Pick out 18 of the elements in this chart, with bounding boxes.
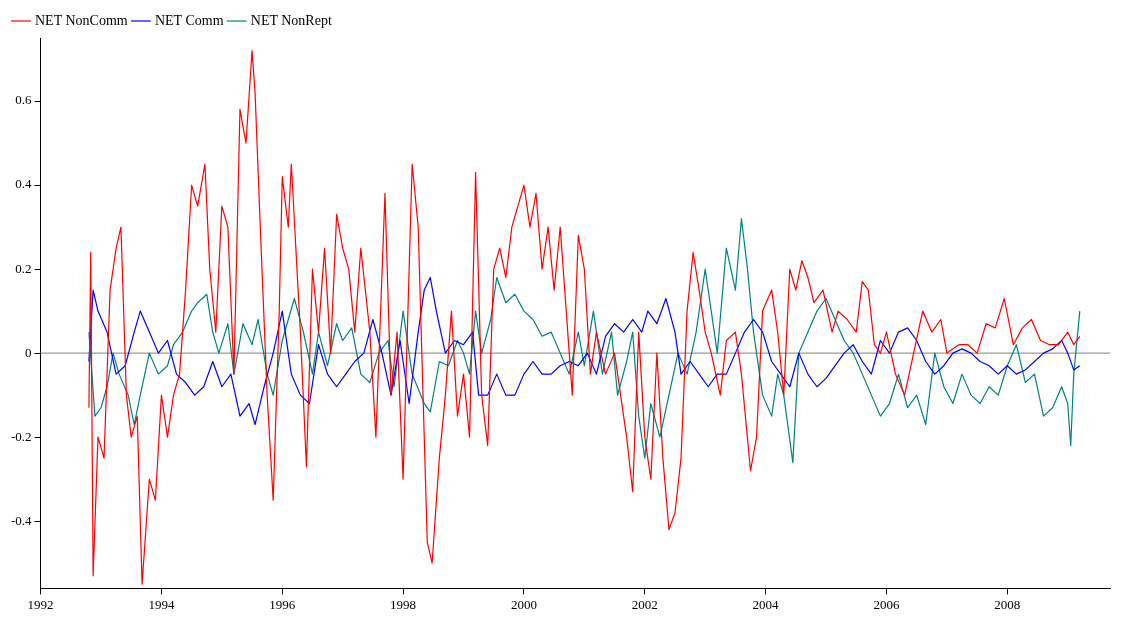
x-tick-label: 1996 [269,596,296,612]
y-tick-label: 0.2 [15,260,32,276]
legend-label: NET Comm [154,12,224,28]
x-tick-label: 2000 [510,596,537,612]
x-tick-label: 1994 [148,596,175,612]
y-tick-label: -0.4 [10,512,33,528]
y-tick-label: 0.6 [15,92,33,108]
x-tick-label: 2002 [631,596,658,612]
y-tick-label: 0 [25,344,32,360]
legend-label: NET NonRept [250,12,332,28]
legend-label: NET NonComm [35,12,128,28]
x-tick-label: 2006 [873,596,900,612]
y-tick-label: 0.4 [15,176,33,192]
x-tick-label: 2008 [994,596,1021,612]
x-tick-label: 1992 [27,596,54,612]
x-tick-label: 2004 [752,596,780,612]
x-tick-label: 1998 [390,596,417,612]
y-tick-label: -0.2 [10,428,32,444]
